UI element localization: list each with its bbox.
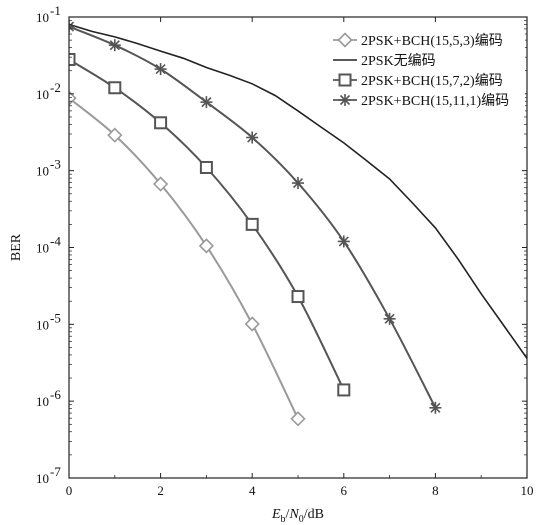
y-tick-base: 10 xyxy=(36,241,49,256)
xlabel-sub-0: 0 xyxy=(299,514,304,525)
data-point-star xyxy=(429,401,442,414)
data-point-diamond xyxy=(290,411,306,427)
legend-label: 2PSK+BCH(15,11,1)编码 xyxy=(361,93,509,109)
data-point-square xyxy=(291,290,305,304)
star-stroke xyxy=(247,132,258,143)
series-line xyxy=(69,97,299,420)
data-point-star xyxy=(200,96,213,109)
data-point-star xyxy=(292,177,304,190)
y-tick-exponent: -3 xyxy=(50,157,61,172)
y-tick-base: 10 xyxy=(36,87,49,102)
star-stroke xyxy=(339,94,351,106)
x-tick-label: 2 xyxy=(157,483,164,498)
data-point-star xyxy=(383,312,396,325)
legend-label: 2PSK无编码 xyxy=(361,53,436,69)
legend: 2PSK+BCH(15,5,3)编码 2PSK无编码 2PSK+BCH(15,7,2… xyxy=(327,30,525,116)
xlabel-slash: / xyxy=(286,507,290,522)
y-tick-exponent: -6 xyxy=(50,387,61,402)
y-tick-exponent: -1 xyxy=(50,3,61,18)
x-tick-label: 10 xyxy=(521,483,534,498)
data-point-square xyxy=(154,116,168,130)
data-point-star xyxy=(337,235,350,248)
data-point-diamond xyxy=(152,176,169,192)
x-tick-label: 4 xyxy=(249,483,256,498)
y-tick-base: 10 xyxy=(36,164,49,179)
plot-area xyxy=(69,20,527,427)
series-3 xyxy=(69,20,442,414)
x-tick-label: 6 xyxy=(341,483,348,498)
y-tick-exponent: -4 xyxy=(50,234,61,249)
y-tick-label: 10 xyxy=(36,10,49,25)
xlabel-sub-b: b xyxy=(281,514,286,525)
data-point-diamond xyxy=(244,316,260,332)
series-0 xyxy=(69,90,306,427)
y-tick-exponent: -7 xyxy=(50,464,61,479)
legend-marker-diamond xyxy=(337,32,353,48)
data-point-diamond xyxy=(107,127,123,143)
legend-marker-square xyxy=(338,73,352,87)
data-point-square xyxy=(69,52,76,66)
y-tick-base: 10 xyxy=(36,10,49,25)
data-point-square xyxy=(108,81,122,95)
star-stroke xyxy=(155,64,166,75)
star-stroke xyxy=(292,177,304,189)
data-point-star xyxy=(246,131,259,144)
star-stroke xyxy=(338,236,349,247)
data-point-star xyxy=(69,20,75,33)
series-line xyxy=(69,58,345,391)
data-point-diamond xyxy=(198,238,215,254)
star-stroke xyxy=(384,313,395,324)
series-line xyxy=(69,23,527,359)
data-point-star xyxy=(154,63,167,76)
xlabel-n: N xyxy=(288,507,299,522)
xlabel-e: E xyxy=(271,507,281,522)
y-tick-exponent: -2 xyxy=(50,80,61,95)
star-stroke xyxy=(201,97,212,108)
y-tick-exponent: -5 xyxy=(50,310,61,325)
star-stroke xyxy=(69,25,75,32)
y-tick-label: 10 xyxy=(36,394,49,409)
data-point-square xyxy=(245,217,259,231)
x-tick-label: 0 xyxy=(66,483,73,498)
x-tick-label: 8 xyxy=(432,483,439,498)
y-tick-label: 10 xyxy=(36,164,49,179)
y-tick-base: 10 xyxy=(36,394,49,409)
y-tick-label: 10 xyxy=(36,317,49,332)
data-point-square xyxy=(337,383,351,397)
legend-label: 2PSK+BCH(15,5,3)编码 xyxy=(361,33,503,49)
data-point-star xyxy=(108,39,121,52)
legend-marker-star xyxy=(339,94,351,106)
x-axis-label: Eb/N0/dB xyxy=(271,507,324,525)
series-2 xyxy=(69,52,351,397)
y-tick-label: 10 xyxy=(36,471,49,486)
legend-bg xyxy=(327,30,525,116)
star-stroke xyxy=(109,40,120,51)
star-stroke xyxy=(69,21,75,28)
data-point-square xyxy=(199,160,213,174)
legend-label: 2PSK+BCH(15,7,2)编码 xyxy=(361,73,503,89)
series-1 xyxy=(69,23,527,359)
y-tick-label: 10 xyxy=(36,87,49,102)
series-line xyxy=(69,25,437,409)
y-tick-base: 10 xyxy=(36,317,49,332)
star-stroke xyxy=(430,402,441,413)
y-axis-label: BER xyxy=(9,233,24,261)
xlabel-unit: /dB xyxy=(304,507,324,522)
y-tick-base: 10 xyxy=(36,471,49,486)
y-tick-label: 10 xyxy=(36,241,49,256)
